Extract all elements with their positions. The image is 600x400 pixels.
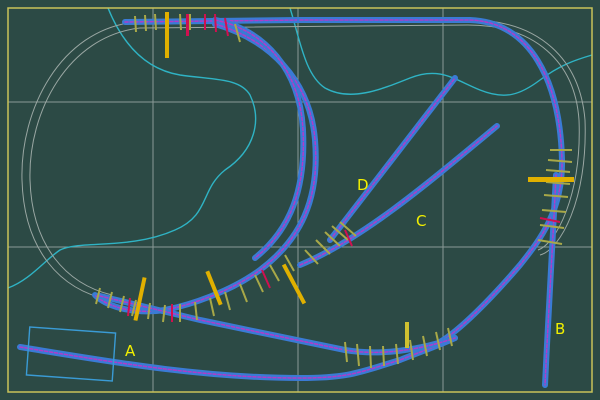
- main-tracks: [17, 17, 566, 388]
- label-a: A: [125, 342, 136, 360]
- signal-right: [528, 177, 574, 182]
- label-d: D: [357, 176, 369, 194]
- track-a-upper-core: [344, 337, 456, 354]
- turnout-right-side: [537, 149, 573, 245]
- label-b: B: [555, 320, 565, 338]
- turnout-bottom-right: [344, 327, 453, 369]
- signal-top-1: [165, 12, 169, 58]
- building-outline: [25, 326, 117, 382]
- turnout-lower-curve: [95, 254, 295, 323]
- ghost-track-outer: [21, 19, 586, 301]
- label-c: C: [416, 212, 426, 230]
- track-d-core: [329, 77, 456, 241]
- track-a-core: [19, 337, 456, 379]
- signal-lower-2: [205, 270, 223, 306]
- terrain-contours: [7, 7, 593, 289]
- track-inner-curve-core: [214, 19, 305, 259]
- turnout-top-left: [134, 13, 241, 43]
- contour-right: [289, 7, 593, 96]
- track-b-branch-core: [544, 174, 557, 386]
- turnout-junction-cd: [304, 221, 357, 265]
- signal-bottom: [405, 322, 409, 348]
- turnouts: [95, 12, 574, 369]
- signal-lower-1: [133, 277, 147, 321]
- signal-lower-3: [281, 263, 307, 305]
- contour-upper: [7, 7, 257, 289]
- track-yard-mid-core: [99, 295, 346, 351]
- signal-top-2: [186, 14, 189, 36]
- track-c-core: [299, 125, 498, 266]
- board-frame: [7, 7, 593, 393]
